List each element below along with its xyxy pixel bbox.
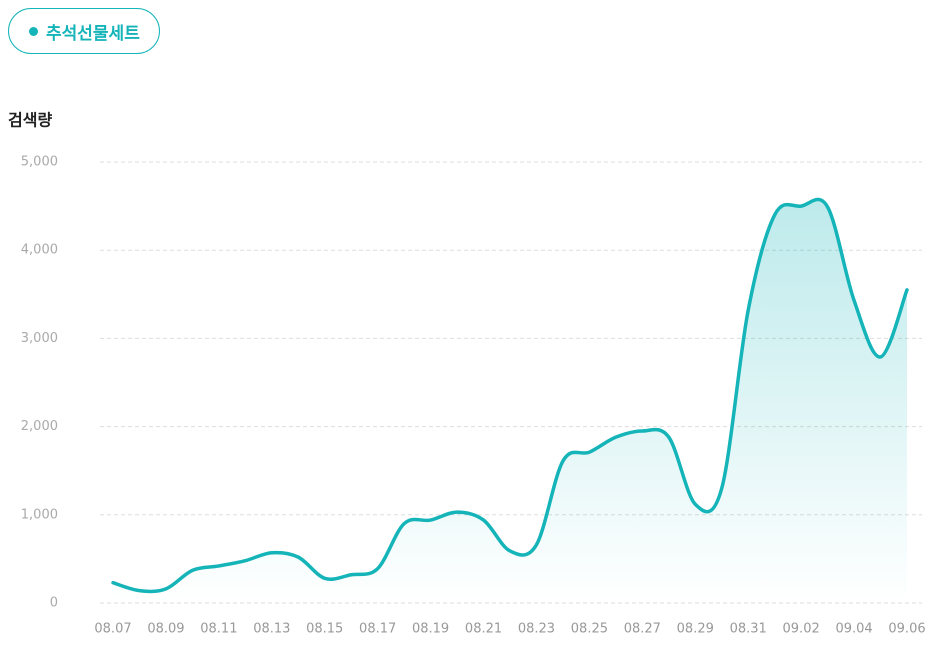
x-tick-label: 08.15 <box>306 622 343 637</box>
x-tick-label: 08.17 <box>359 622 396 637</box>
x-tick-label: 08.07 <box>94 622 131 637</box>
badge-dot <box>29 26 38 36</box>
x-tick-label: 08.11 <box>200 622 237 637</box>
x-tick-label: 08.19 <box>412 622 449 637</box>
keyword-badge[interactable]: 추석선물세트 <box>8 8 160 54</box>
x-tick-label: 08.31 <box>730 622 767 637</box>
x-tick-label: 08.29 <box>677 622 714 637</box>
x-tick-label: 08.23 <box>518 622 555 637</box>
y-tick-label: 3,000 <box>21 331 58 346</box>
x-tick-label: 09.02 <box>783 622 820 637</box>
badge-text: 추석선물세트 <box>46 23 140 44</box>
x-tick-label: 09.04 <box>835 622 872 637</box>
y-tick-label: 1,000 <box>21 507 58 522</box>
y-tick-label: 4,000 <box>21 243 58 258</box>
y-axis-label: 검색량 <box>8 111 52 130</box>
y-tick-label: 5,000 <box>21 155 58 170</box>
x-tick-label: 08.09 <box>147 622 184 637</box>
x-tick-label: 08.25 <box>571 622 608 637</box>
x-tick-label: 09.06 <box>888 622 925 637</box>
y-tick-label: 0 <box>50 596 58 611</box>
x-tick-label: 08.21 <box>465 622 502 637</box>
area-fill <box>113 199 907 603</box>
x-tick-label: 08.13 <box>253 622 290 637</box>
y-tick-label: 2,000 <box>21 419 58 434</box>
line <box>111 197 909 594</box>
x-tick-label: 08.27 <box>624 622 661 637</box>
